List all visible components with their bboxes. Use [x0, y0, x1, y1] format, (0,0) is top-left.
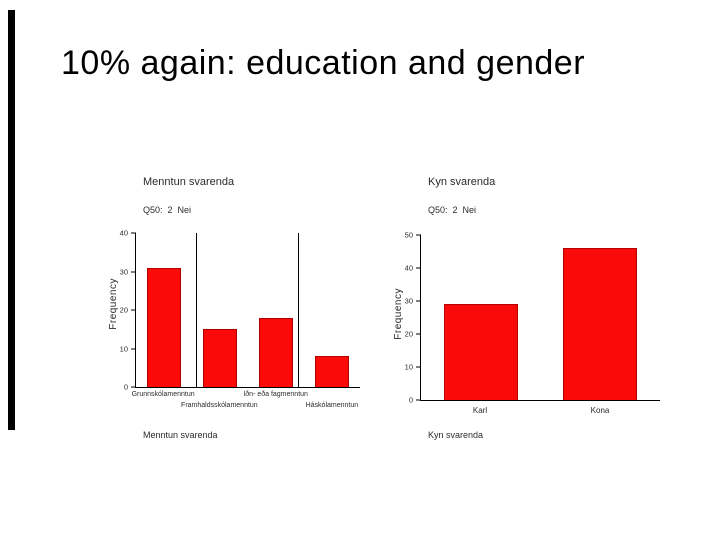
y-tick-label: 40	[404, 263, 413, 273]
left-edge-stripe	[8, 10, 15, 430]
x-category-labels: Grunnskólamenntun Framhaldsskólamenntun Ið…	[131, 389, 360, 415]
y-axis-ticks: 0 10 20 30 40	[101, 229, 136, 392]
plot-divider	[298, 233, 300, 387]
gender-bar-chart: Kyn svarenda Q50: 2 Nei Frequency 0 10 20 3…	[390, 172, 690, 482]
y-tick: 30	[405, 297, 421, 306]
y-tick: 10	[120, 344, 136, 353]
y-tick-mark	[131, 309, 136, 311]
y-tick-mark	[416, 399, 421, 401]
y-tick-label: 20	[404, 329, 413, 339]
y-tick: 0	[124, 383, 136, 392]
plot-divider	[196, 233, 198, 387]
y-tick-label: 20	[119, 305, 128, 315]
x-axis-title: Kyn svarenda	[428, 430, 484, 440]
bar	[146, 267, 182, 387]
bars-container	[136, 233, 360, 387]
y-tick-mark	[131, 348, 136, 349]
y-tick-label: 10	[404, 362, 413, 372]
y-tick: 10	[405, 363, 421, 372]
y-tick-label: 0	[408, 395, 413, 405]
category-label: Karl	[472, 406, 488, 415]
y-tick-mark	[416, 300, 421, 302]
x-axis-title: Menntun svarenda	[143, 430, 218, 440]
slide-title: 10% again: education and gender	[61, 44, 586, 82]
y-tick-mark	[416, 267, 421, 269]
y-tick: 20	[120, 306, 136, 315]
category-label: Iðn- eða fagmenntun	[243, 391, 308, 398]
bar	[563, 248, 638, 400]
category-label: Kona	[590, 406, 610, 415]
plot-area: 0 10 20 30 40	[120, 229, 360, 392]
chart-subtitle: Q50: 2 Nei	[143, 205, 192, 215]
y-tick: 40	[405, 264, 421, 273]
chart-subtitle: Q50: 2 Nei	[428, 205, 477, 215]
y-axis-ticks: 0 10 20 30 40 50	[386, 231, 421, 405]
y-tick-label: 50	[404, 230, 413, 240]
y-tick: 0	[409, 396, 421, 405]
y-tick-mark	[416, 234, 421, 236]
category-label: Háskólamenntun	[305, 402, 359, 409]
y-tick: 40	[120, 229, 136, 238]
y-tick-mark	[131, 386, 136, 388]
y-tick-label: 40	[119, 228, 128, 238]
y-tick: 50	[405, 231, 421, 240]
category-label: Framhaldsskólamenntun	[181, 402, 258, 409]
x-category-labels: Karl Kona	[420, 402, 660, 428]
plot-area: 0 10 20 30 40 50	[405, 231, 660, 405]
bars-container	[421, 235, 660, 400]
y-tick-label: 30	[119, 267, 128, 276]
chart-title: Menntun svarenda	[143, 176, 235, 188]
y-tick-mark	[131, 271, 136, 272]
bar	[202, 329, 238, 387]
y-tick: 20	[405, 330, 421, 339]
category-label: Grunnskólamenntun	[131, 391, 195, 398]
bar	[258, 317, 294, 387]
y-tick-label: 30	[404, 296, 413, 306]
y-tick-mark	[131, 232, 136, 234]
bar	[314, 356, 350, 387]
y-tick: 30	[120, 267, 136, 276]
chart-title: Kyn svarenda	[428, 176, 496, 188]
y-tick-mark	[416, 366, 421, 368]
bar	[443, 304, 518, 400]
y-tick-mark	[416, 333, 421, 335]
y-tick-label: 0	[123, 382, 128, 392]
y-tick-label: 10	[119, 344, 128, 353]
